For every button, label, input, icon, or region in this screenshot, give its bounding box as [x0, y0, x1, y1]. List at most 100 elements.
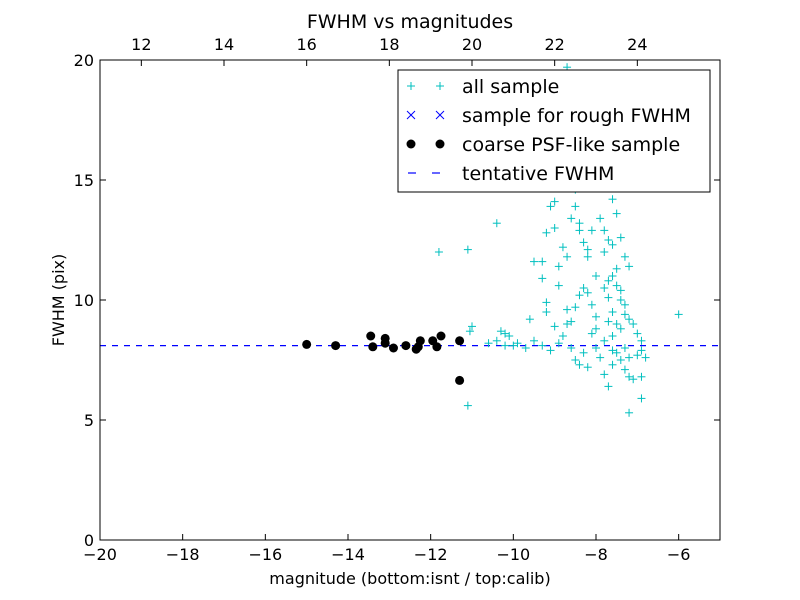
all-sample-point [633, 329, 642, 338]
all-sample-point [625, 353, 634, 362]
all-sample-point [637, 336, 646, 345]
psf-like-markers [302, 331, 465, 385]
all-sample-point [637, 346, 646, 355]
all-sample-point [600, 284, 609, 292]
all-sample-point [465, 327, 474, 336]
legend-label-rough-fwhm: sample for rough FWHM [462, 105, 691, 127]
all-sample-point [579, 348, 588, 357]
all-sample-point [620, 300, 629, 309]
x-tick-label: −20 [83, 545, 117, 564]
all-sample-point [616, 233, 625, 242]
all-sample-point [604, 276, 613, 285]
all-sample-point [608, 346, 617, 355]
x-tick-label: −8 [584, 545, 608, 564]
all-sample-point [463, 245, 472, 254]
all-sample-point [637, 372, 646, 381]
all-sample-point [575, 291, 584, 300]
all-sample-point [563, 320, 572, 328]
legend-circle-icon [406, 139, 445, 149]
x-tick-label: −12 [414, 545, 448, 564]
all-sample-point [637, 394, 646, 403]
psf-like-point [302, 339, 312, 349]
all-sample-point [575, 360, 584, 369]
all-sample-point [583, 363, 592, 372]
all-sample-point [604, 317, 613, 326]
all-sample-point [567, 344, 576, 352]
y-tick-label: 15 [74, 171, 94, 190]
all-sample-point [538, 274, 547, 283]
top-axis: 12 14 16 18 20 22 24 [131, 35, 648, 66]
all-sample-point [575, 226, 584, 235]
all-sample-point [530, 336, 538, 345]
all-sample-point [484, 339, 493, 348]
all-sample-point [546, 346, 555, 355]
all-sample-point [608, 360, 617, 369]
all-sample-point [625, 315, 634, 324]
all-sample-point [616, 296, 625, 304]
all-sample-point [583, 245, 592, 254]
all-sample-point [608, 272, 617, 280]
all-sample-point [554, 262, 563, 271]
all-sample-point [546, 202, 555, 211]
all-sample-point [608, 308, 617, 316]
psf-like-point [415, 336, 425, 346]
all-sample-point [620, 344, 629, 352]
legend-label-all-sample: all sample [462, 76, 559, 98]
all-sample-point [468, 322, 476, 331]
all-sample-point [604, 293, 613, 302]
all-sample-point [625, 262, 634, 271]
top-tick-label: 12 [131, 35, 151, 54]
all-sample-point [612, 264, 621, 273]
all-sample-point [434, 248, 443, 256]
all-sample-point [587, 300, 596, 309]
legend-entry-tentative-fwhm: tentative FWHM [408, 163, 614, 185]
all-sample-point [633, 351, 642, 360]
top-tick-label: 14 [214, 35, 234, 54]
all-sample-point [463, 401, 472, 410]
legend-x-icon [406, 110, 445, 120]
plot-frame [99, 59, 721, 541]
legend-label-tentative-fwhm: tentative FWHM [462, 163, 614, 185]
y-tick-label: 10 [74, 291, 94, 310]
all-sample-point [583, 288, 592, 297]
all-sample-point [550, 197, 559, 206]
all-sample-point [521, 344, 530, 352]
all-sample-point [629, 320, 638, 328]
all-sample-point [550, 224, 559, 232]
all-sample-point [525, 315, 534, 324]
all-sample-point [554, 281, 563, 290]
psf-like-point [455, 375, 465, 385]
all-sample-point [542, 308, 551, 316]
all-sample-point [496, 327, 505, 336]
all-sample-point [620, 310, 629, 319]
all-sample-point [583, 252, 592, 261]
all-sample-point [538, 341, 547, 350]
all-sample-point [600, 370, 609, 379]
all-sample-point [575, 219, 584, 228]
y-tick-label: 0 [84, 531, 94, 550]
all-sample-point [509, 341, 518, 350]
y-tick-label: 5 [84, 411, 94, 430]
all-sample-point [563, 252, 572, 261]
legend-box [397, 69, 711, 193]
all-sample-point [629, 375, 638, 384]
legend-entry-rough-fwhm: sample for rough FWHM [406, 105, 691, 127]
psf-like-point [366, 331, 376, 341]
x-tick-label: −6 [667, 545, 691, 564]
all-sample-point [501, 329, 510, 338]
psf-like-point [368, 342, 378, 352]
all-sample-point [616, 324, 625, 333]
psf-like-point [432, 342, 442, 352]
all-sample-point [587, 226, 596, 235]
all-sample-point [554, 339, 563, 348]
all-sample-point [592, 324, 600, 333]
all-sample-point [538, 257, 547, 266]
all-sample-point [563, 305, 572, 314]
all-sample-point [571, 356, 580, 364]
all-sample-point [592, 344, 600, 352]
all-sample-point [612, 348, 621, 357]
all-sample-point [571, 303, 580, 312]
legend-plus-icon [407, 82, 444, 90]
y-tick-label: 20 [74, 51, 94, 70]
